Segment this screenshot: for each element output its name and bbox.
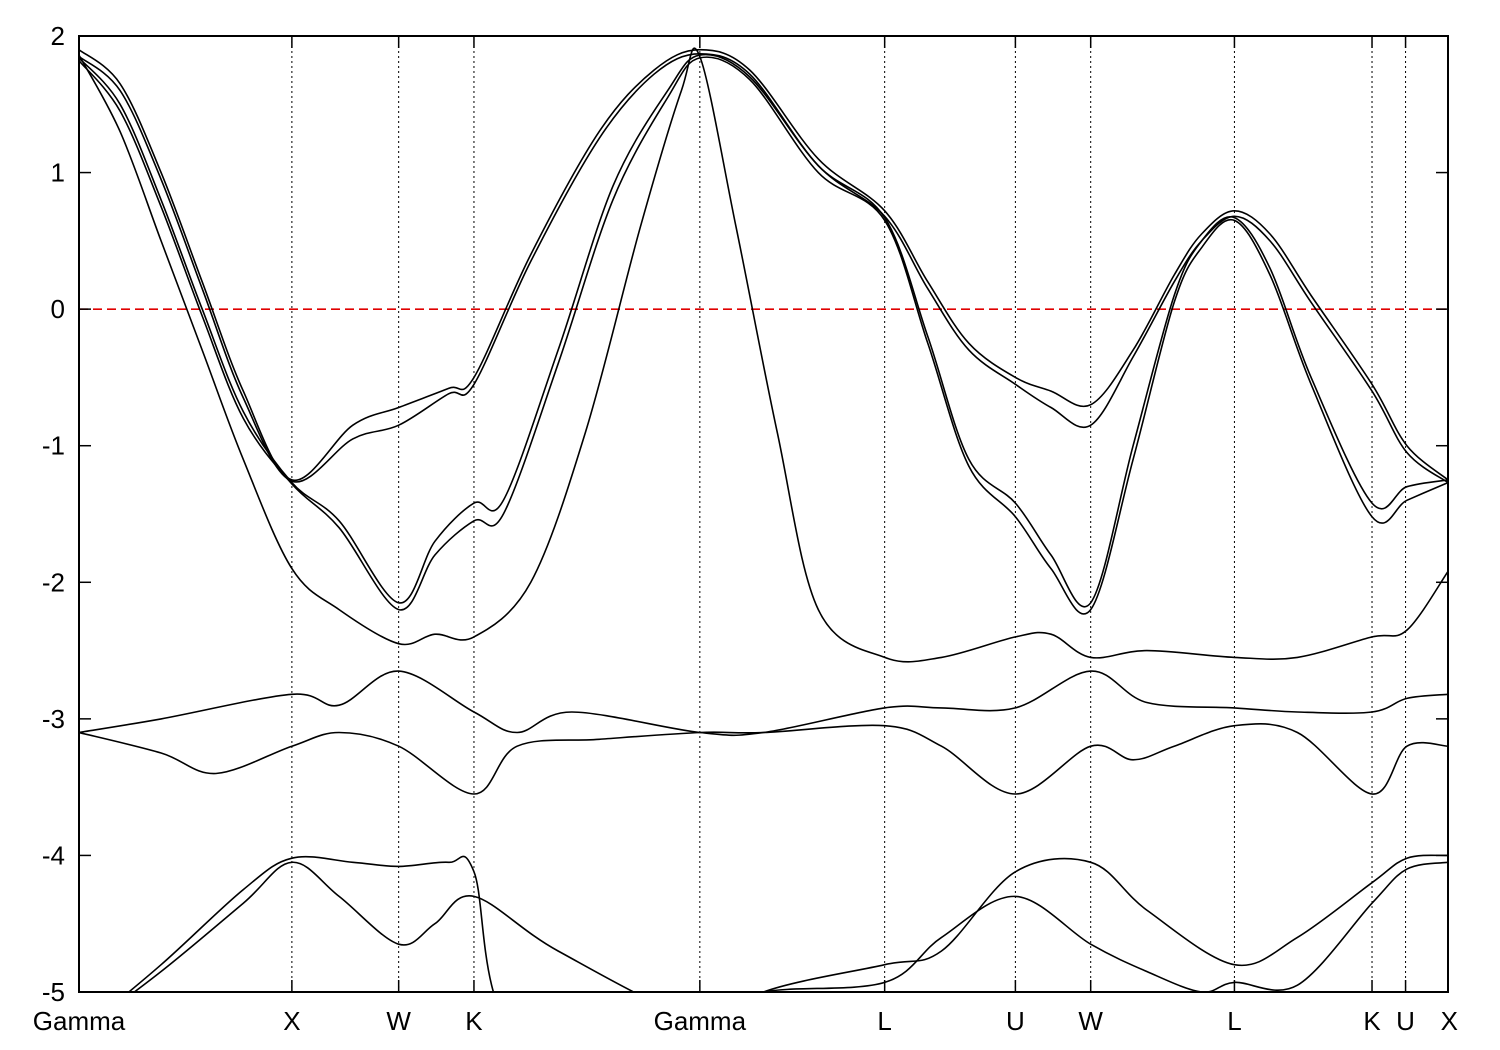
- band-line-2: [79, 52, 1448, 484]
- band-line-7: [79, 670, 1448, 737]
- x-tick-label-u: U: [1396, 1006, 1415, 1036]
- x-tick-label-l: L: [877, 1006, 891, 1036]
- axis-ticks: [78, 35, 1449, 993]
- y-tick-label: -2: [42, 567, 65, 597]
- y-tick-label: -3: [42, 704, 65, 734]
- y-tick-label: -5: [42, 977, 65, 1007]
- y-tick-label: -4: [42, 840, 65, 870]
- x-tick-label-l: L: [1227, 1006, 1241, 1036]
- band-line-9: [133, 861, 1448, 992]
- band-curves: [79, 47, 1448, 992]
- x-tick-labels: Gamma X W K Gamma L U W L K U X: [33, 1006, 1458, 1036]
- x-tick-label-u: U: [1006, 1006, 1025, 1036]
- x-tick-label-gamma: Gamma: [33, 1006, 126, 1036]
- plot-frame: [78, 35, 1449, 993]
- high-symmetry-gridlines: [291, 36, 1407, 992]
- x-tick-label-x: X: [283, 1006, 300, 1036]
- x-tick-label-w: W: [386, 1006, 411, 1036]
- x-tick-label-x: X: [1441, 1006, 1458, 1036]
- y-tick-label: 0: [51, 294, 65, 324]
- band-line-4: [79, 56, 1448, 615]
- band-line-8: [127, 854, 1448, 992]
- band-line-5: [79, 47, 1448, 663]
- band-line-3: [79, 53, 1448, 608]
- band-line-1: [79, 48, 1448, 481]
- y-tick-label: 1: [51, 158, 65, 188]
- x-tick-label-w: W: [1078, 1006, 1103, 1036]
- y-tick-label: -1: [42, 431, 65, 461]
- x-tick-label-gamma: Gamma: [654, 1006, 747, 1036]
- x-tick-label-k: K: [1363, 1006, 1381, 1036]
- y-tick-labels: -5 -4 -3 -2 -1 0 1 2: [42, 21, 65, 1007]
- x-tick-label-k: K: [465, 1006, 483, 1036]
- y-tick-label: 2: [51, 21, 65, 51]
- band-line-6: [79, 723, 1448, 795]
